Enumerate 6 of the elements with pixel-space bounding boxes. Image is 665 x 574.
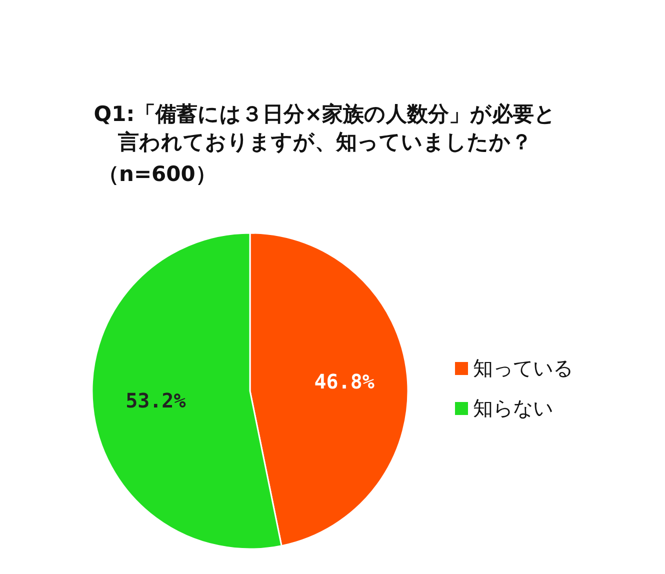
data-label: 53.2% [126,388,186,413]
data-label: 46.8% [314,369,374,394]
legend-label: 知っている [473,356,573,380]
legend-label: 知らない [473,396,553,420]
chart-subtitle: （n=600） [98,161,216,188]
chart-title: Q1:「備蓄には３日分×家族の人数分」が必要と言われておりますが、知っていましたか？ [92,101,558,156]
